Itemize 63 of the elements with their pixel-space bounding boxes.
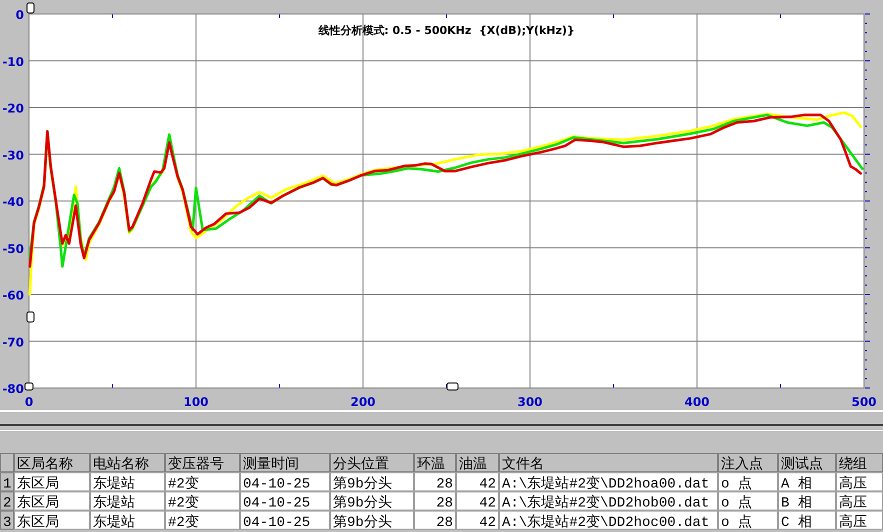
text: 东堤站 (93, 496, 135, 512)
text: 42 (479, 514, 496, 531)
text: 28 (436, 514, 453, 531)
text: 第9b分头 (333, 476, 392, 492)
text: o 点 (721, 496, 752, 512)
text: C 相 (781, 514, 812, 531)
text: 高压 (839, 514, 867, 531)
category-label: 注入点 (721, 456, 763, 474)
y-tick-label: -50 (2, 242, 24, 256)
y-tick-label: -70 (2, 335, 24, 350)
category-label: 测量时间 (243, 456, 299, 474)
category-label: 环温 (417, 456, 445, 474)
y-tick-label: -40 (2, 195, 24, 209)
category-label: 油温 (459, 456, 487, 474)
category-label: 文件名 (502, 456, 544, 474)
text: 东区局 (17, 496, 59, 512)
text: 东区局 (17, 476, 59, 492)
y-tick-label: -10 (2, 54, 24, 69)
text: 04-10-25 (243, 476, 310, 492)
text: A 相 (781, 476, 812, 492)
x-tick-label: 400 (684, 395, 710, 409)
text: 42 (479, 496, 496, 512)
category-label: 测试点 (781, 456, 823, 474)
category-label: 2 (3, 496, 12, 512)
category-label: 3 (3, 514, 12, 531)
text: 高压 (839, 496, 867, 512)
category-label: 分头位置 (333, 456, 389, 474)
text: 第9b分头 (333, 514, 392, 531)
text: o 点 (721, 514, 752, 531)
category-label: 1 (3, 476, 12, 492)
category-label: 区局名称 (17, 456, 73, 474)
x-tick-label: 0 (24, 395, 34, 409)
text: 线性分析模式: 0.5 - 500KHz {X(dB);Y(kHz)} (317, 24, 575, 37)
text: #2变 (168, 476, 199, 492)
x-tick-label: 300 (517, 395, 543, 409)
text: 东堤站 (93, 514, 135, 531)
text: #2变 (168, 514, 199, 531)
text: 第9b分头 (333, 496, 392, 512)
text: o 点 (721, 476, 752, 492)
category-label: 电站名称 (93, 456, 149, 474)
text: B 相 (781, 496, 812, 512)
text: A:\东堤站#2变\DD2hoa00.dat (502, 476, 710, 492)
text: 高压 (839, 476, 867, 492)
x-tick-label: 200 (350, 395, 376, 409)
y-tick-label: -20 (2, 102, 24, 116)
y-tick-label: -60 (2, 288, 24, 302)
category-label: 变压器号 (168, 456, 224, 474)
text: 28 (436, 496, 453, 512)
text: 04-10-25 (243, 514, 310, 531)
text: A:\东堤站#2变\DD2hoc00.dat (502, 514, 710, 531)
x-tick-label: 500 (851, 395, 877, 409)
y-tick-label: -30 (2, 148, 24, 162)
x-tick-label: 100 (183, 395, 209, 409)
text: 04-10-25 (243, 496, 310, 512)
text: A:\东堤站#2变\DD2hob00.dat (502, 496, 710, 512)
y-tick-label: -80 (2, 382, 24, 396)
text: 42 (479, 476, 496, 492)
text: #2变 (168, 496, 199, 512)
text: 东堤站 (93, 476, 135, 492)
text: 28 (436, 476, 453, 492)
text: 东区局 (17, 514, 59, 531)
y-tick-label: 0 (16, 8, 24, 22)
category-label: 绕组 (839, 456, 867, 474)
